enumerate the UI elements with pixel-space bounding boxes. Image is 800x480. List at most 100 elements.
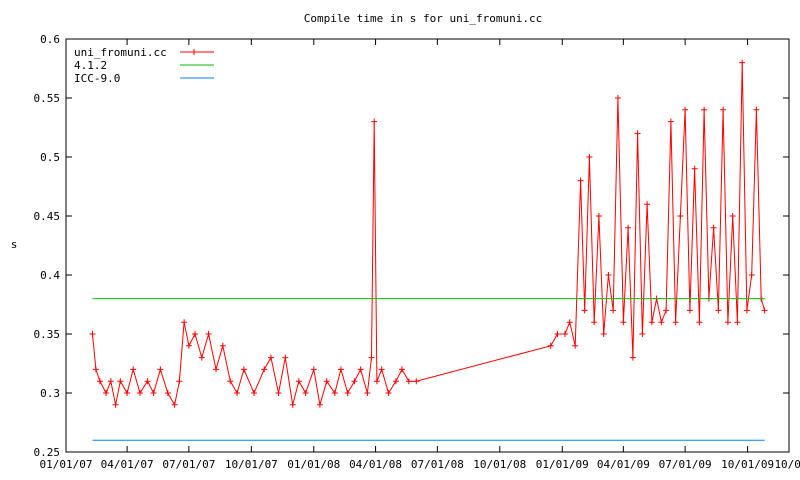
data-point <box>112 401 119 408</box>
data-point <box>107 378 114 385</box>
data-point <box>337 366 344 373</box>
legend-marker <box>191 49 197 55</box>
data-point <box>144 378 151 385</box>
x-tick-label: 04/01/07 <box>101 458 154 471</box>
data-point <box>566 319 573 326</box>
y-tick-label: 0.55 <box>34 92 61 105</box>
data-point <box>748 272 755 278</box>
data-point <box>117 378 124 385</box>
data-point <box>295 378 302 385</box>
data-point <box>373 378 380 385</box>
data-point <box>561 331 568 337</box>
data-point <box>213 366 220 373</box>
data-point <box>634 130 641 137</box>
data-point <box>371 118 378 125</box>
data-point <box>392 378 399 385</box>
legend-label: 4.1.2 <box>74 59 107 72</box>
data-point <box>672 319 679 326</box>
data-point <box>357 366 364 373</box>
y-axis-label: s <box>11 238 18 251</box>
data-point <box>625 224 632 231</box>
data-point <box>629 354 636 361</box>
data-point <box>171 401 178 408</box>
data-point <box>89 331 96 337</box>
data-point <box>701 106 708 113</box>
data-point <box>323 378 330 385</box>
y-tick-label: 0.6 <box>40 33 60 46</box>
x-tick-label: 07/01/07 <box>162 458 215 471</box>
data-point <box>368 354 375 361</box>
data-point <box>667 118 674 125</box>
data-point <box>130 366 137 373</box>
data-point <box>157 366 164 373</box>
data-point <box>150 390 157 396</box>
data-point <box>399 366 406 373</box>
data-point <box>413 378 420 385</box>
data-point <box>724 319 731 326</box>
data-point <box>572 342 579 349</box>
x-axis: 01/01/07 04/01/07 07/01/07 10/01/07 01/01/08… <box>40 39 800 471</box>
data-point <box>405 378 412 385</box>
data-point <box>696 319 703 326</box>
data-point <box>251 390 258 396</box>
data-point <box>761 307 768 314</box>
data-point <box>205 331 212 337</box>
x-tick-label: 04/01/09 <box>597 458 650 471</box>
data-point <box>610 307 617 314</box>
data-point <box>581 307 588 314</box>
data-point <box>710 224 717 231</box>
data-point <box>691 165 698 172</box>
y-tick-label: 0.35 <box>34 328 61 341</box>
legend-label: uni_fromuni.cc <box>74 46 167 59</box>
data-point <box>124 390 131 396</box>
data-point <box>682 106 689 113</box>
legend-label: ICC-9.0 <box>74 72 120 85</box>
data-point <box>591 319 598 326</box>
x-tick-label: 01/01/09 <box>536 458 589 471</box>
chart-title: Compile time in s for uni_fromuni.cc <box>304 12 542 25</box>
data-point <box>620 319 627 326</box>
data-point <box>136 390 143 396</box>
data-point <box>240 366 247 373</box>
data-point <box>364 390 371 396</box>
data-point <box>219 342 226 349</box>
data-point <box>715 307 722 314</box>
data-point <box>739 59 746 66</box>
y-tick-label: 0.5 <box>40 151 60 164</box>
data-point <box>639 331 646 337</box>
x-tick-label-edge: 10/01 <box>774 458 800 471</box>
data-point <box>547 342 554 349</box>
data-point <box>191 331 198 337</box>
x-tick-label: 07/01/08 <box>411 458 464 471</box>
data-point <box>310 366 317 373</box>
x-tick-label: 01/01/07 <box>40 458 93 471</box>
data-point <box>164 390 171 396</box>
series-layer <box>89 59 768 441</box>
data-point <box>268 354 275 361</box>
data-point <box>351 378 358 385</box>
data-point <box>720 106 727 113</box>
data-point <box>663 307 670 314</box>
y-axis: 0.25 0.3 0.35 0.4 0.45 0.5 0.55 0.6 <box>34 33 789 459</box>
data-point <box>686 307 693 314</box>
data-point <box>316 401 323 408</box>
data-point <box>677 213 684 219</box>
data-point <box>586 154 593 160</box>
y-tick-label: 0.4 <box>40 269 60 282</box>
data-point <box>554 331 561 337</box>
x-tick-label: 07/01/09 <box>659 458 712 471</box>
data-point <box>198 354 205 361</box>
y-tick-label: 0.3 <box>40 387 60 400</box>
y-tick-label: 0.25 <box>34 446 61 459</box>
data-point <box>181 319 188 326</box>
data-point <box>302 390 309 396</box>
data-point <box>378 366 385 373</box>
data-point <box>96 378 103 385</box>
data-point <box>103 390 110 396</box>
data-point <box>261 366 268 373</box>
x-tick-label: 10/01/08 <box>473 458 526 471</box>
data-point <box>644 201 651 208</box>
data-point <box>176 378 183 385</box>
